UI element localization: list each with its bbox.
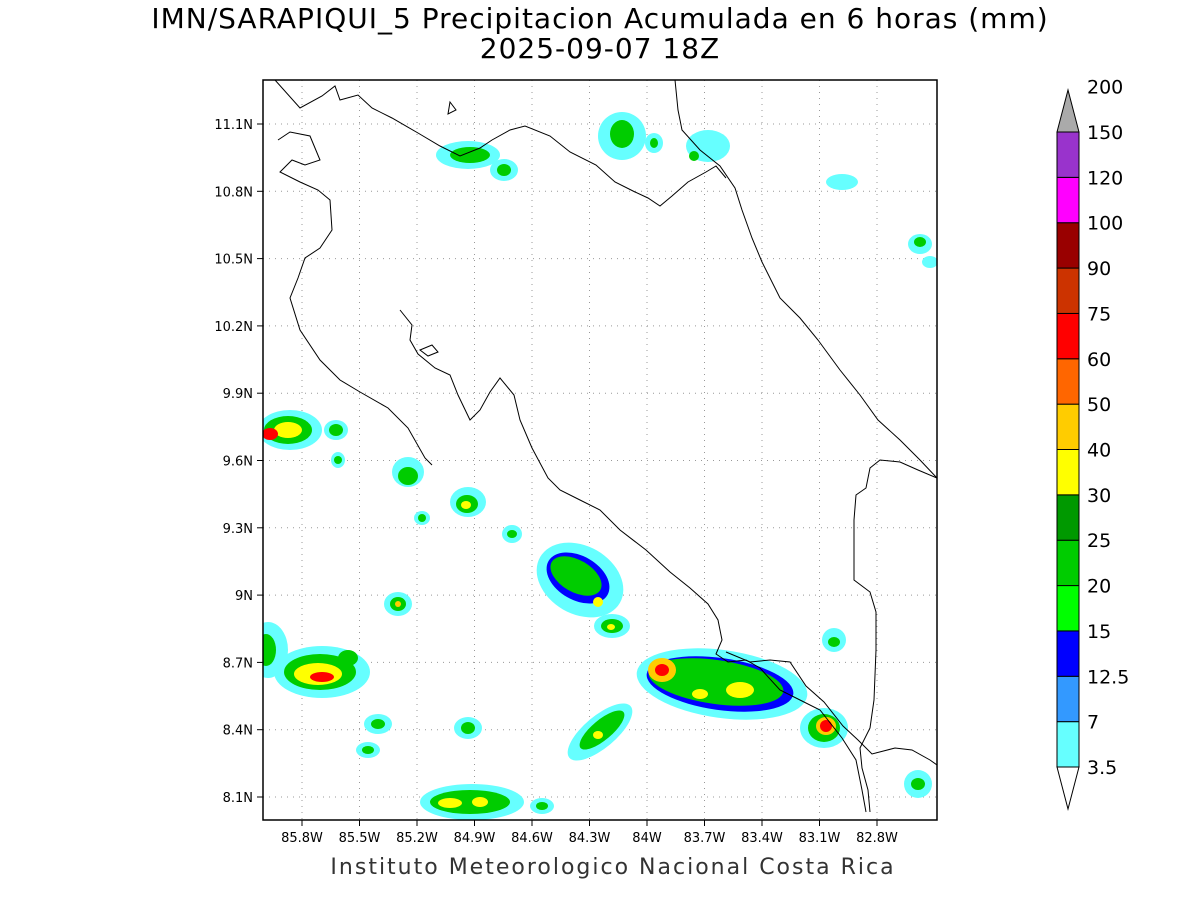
lat-tick-label: 9N xyxy=(235,589,253,604)
precip-cell xyxy=(274,646,370,698)
colorbar-label: 90 xyxy=(1087,258,1111,280)
coastline xyxy=(274,80,937,813)
lon-tick-label: 85.2W xyxy=(396,831,438,846)
lon-tick-label: 83.4W xyxy=(741,831,783,846)
precipitation-field xyxy=(263,112,937,820)
lon-tick-label: 83.7W xyxy=(684,831,726,846)
colorbar-label: 20 xyxy=(1087,576,1111,598)
colorbar-swatch xyxy=(1056,585,1080,632)
lon-tick-label: 84.9W xyxy=(454,831,496,846)
colorbar-bottom-arrow xyxy=(1056,766,1080,811)
colorbar-swatch xyxy=(1056,675,1080,723)
lon-tick-label: 83.1W xyxy=(799,831,841,846)
precip-cell xyxy=(594,614,630,638)
precip-cell xyxy=(530,798,554,814)
lon-tick-label: 82.8W xyxy=(856,831,898,846)
precip-cell xyxy=(450,487,486,517)
precip-cell xyxy=(356,742,380,758)
precip-cell xyxy=(536,542,624,618)
colorbar-label: 30 xyxy=(1087,485,1111,507)
precip-cell xyxy=(686,130,730,162)
precip-cell xyxy=(420,784,524,820)
colorbar-swatch xyxy=(1056,222,1080,269)
credit-line: Instituto Meteorologico Nacional Costa R… xyxy=(330,855,896,880)
precip-cell xyxy=(436,141,500,169)
precip-cell xyxy=(414,511,430,525)
precip-cell xyxy=(324,420,348,440)
colorbar-top-arrow xyxy=(1056,88,1080,133)
colorbar-label: 15 xyxy=(1087,621,1111,643)
colorbar-label: 50 xyxy=(1087,394,1111,416)
precip-cell xyxy=(392,457,424,487)
precip-cell xyxy=(331,452,345,468)
colorbar-swatch xyxy=(1056,494,1080,541)
colorbar-legend: 3.5 7 12.5 15 20 25 30 40 50 60 75 90 100 120 150 200 xyxy=(1056,77,1129,811)
lon-tick-label: 84.6W xyxy=(511,831,553,846)
precip-cell xyxy=(908,234,937,268)
lat-tick-label: 10.5N xyxy=(214,253,253,268)
precip-cell xyxy=(636,648,808,720)
lat-tick-label: 10.8N xyxy=(214,185,253,200)
colorbar-swatch xyxy=(1056,539,1080,587)
colorbar-swatch xyxy=(1056,131,1080,178)
colorbar-label: 100 xyxy=(1087,213,1123,235)
precip-cell xyxy=(800,708,848,748)
lon-tick-label: 84.3W xyxy=(569,831,611,846)
colorbar-swatch xyxy=(1056,721,1080,768)
precip-cell xyxy=(904,770,932,798)
lat-tick-label: 8.4N xyxy=(223,724,253,739)
precip-cell xyxy=(826,174,858,190)
colorbar-label: 25 xyxy=(1087,530,1111,552)
precip-cell xyxy=(490,159,518,181)
map-timestamp: 2025-09-07 18Z xyxy=(479,32,721,65)
precip-cell xyxy=(645,133,663,153)
colorbar-swatch xyxy=(1056,630,1080,677)
colorbar-label: 3.5 xyxy=(1087,757,1117,779)
colorbar-swatch xyxy=(1056,176,1080,224)
latitude-axis: 11.1N 10.8N 10.5N 10.2N 9.9N 9.6N 9.3N 9N 8.7N 8.… xyxy=(214,118,263,806)
precip-cell xyxy=(454,717,482,739)
precip-cell xyxy=(384,592,412,616)
map-gridlines xyxy=(263,80,937,820)
colorbar-swatch xyxy=(1056,403,1080,450)
lat-tick-label: 11.1N xyxy=(214,118,253,133)
colorbar-label: 150 xyxy=(1087,122,1123,144)
colorbar-label: 60 xyxy=(1087,349,1111,371)
colorbar-swatch xyxy=(1056,312,1080,360)
map-title: IMN/SARAPIQUI_5 Precipitacion Acumulada … xyxy=(151,2,1049,35)
precip-cell xyxy=(263,410,322,450)
colorbar-label: 12.5 xyxy=(1087,666,1129,688)
colorbar-swatch xyxy=(1056,358,1080,405)
precip-cell xyxy=(567,703,633,761)
lon-tick-label: 85.5W xyxy=(339,831,381,846)
lat-tick-label: 8.7N xyxy=(223,656,253,671)
colorbar-swatch xyxy=(1056,267,1080,314)
precip-cell xyxy=(364,714,392,734)
lat-tick-label: 9.3N xyxy=(223,522,253,537)
colorbar-label: 40 xyxy=(1087,440,1111,462)
colorbar-label: 200 xyxy=(1087,77,1123,99)
lat-tick-label: 8.1N xyxy=(223,791,253,806)
map-frame xyxy=(262,79,938,821)
colorbar-swatch xyxy=(1056,449,1080,496)
lat-tick-label: 9.9N xyxy=(223,387,253,402)
longitude-axis: 85.8W 85.5W 85.2W 84.9W 84.6W 84.3W 84W 83.7W 83… xyxy=(281,820,898,846)
lat-tick-label: 9.6N xyxy=(223,455,253,470)
colorbar-label: 75 xyxy=(1087,303,1111,325)
colorbar-label: 120 xyxy=(1087,167,1123,189)
lat-tick-label: 10.2N xyxy=(214,320,253,335)
lon-tick-label: 85.8W xyxy=(281,831,323,846)
precip-cell xyxy=(822,628,846,652)
precip-cell xyxy=(502,525,522,543)
colorbar-label: 7 xyxy=(1087,712,1099,734)
lon-tick-label: 84W xyxy=(632,831,662,846)
precip-cell xyxy=(598,112,646,160)
